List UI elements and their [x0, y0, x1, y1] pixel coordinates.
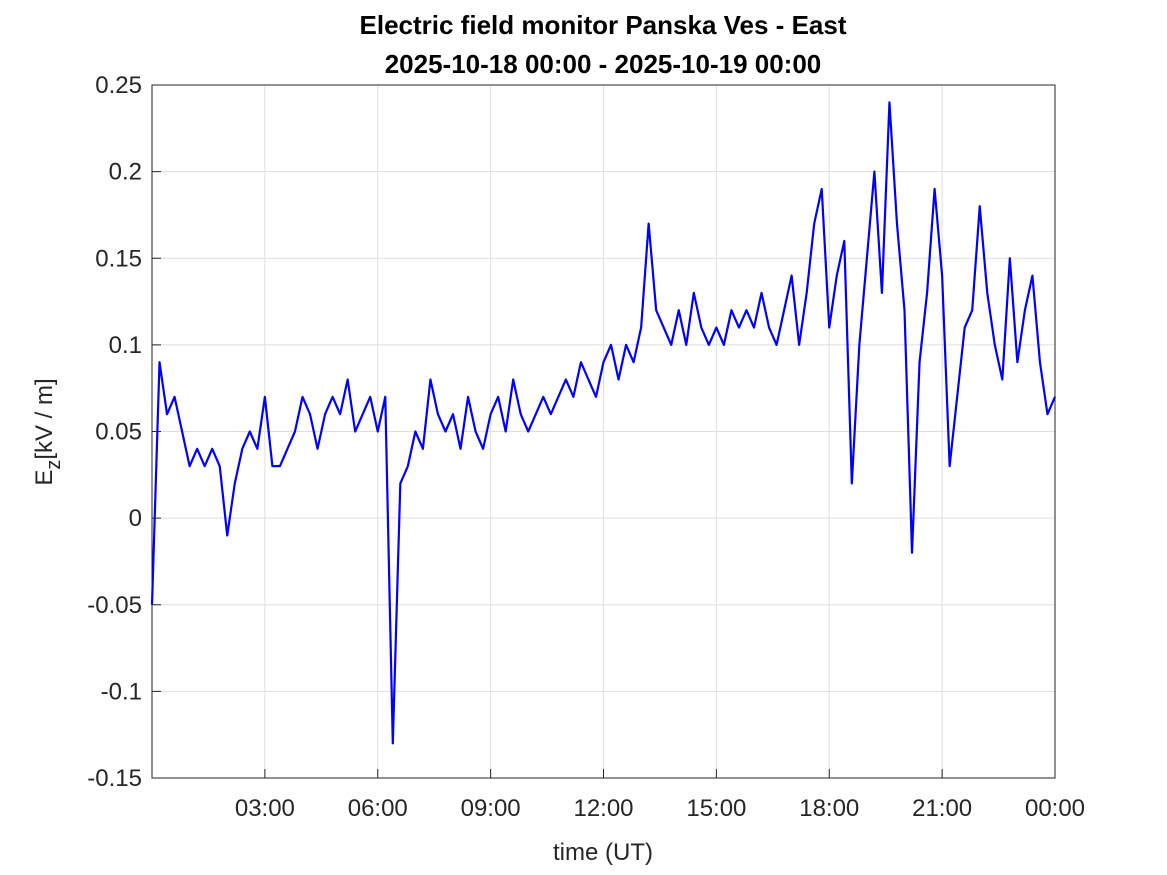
- x-tick-label: 03:00: [235, 795, 295, 822]
- y-tick-label: 0.15: [95, 245, 142, 272]
- plot-frame: [151, 84, 1056, 779]
- x-tick-label: 09:00: [461, 795, 521, 822]
- y-label-unit: [kV / m]: [31, 378, 58, 459]
- y-label-symbol: E: [31, 470, 58, 486]
- y-tick-label: 0.05: [95, 419, 142, 446]
- x-tick-label: 15:00: [686, 795, 746, 822]
- chart-title: Electric field monitor Panska Ves - East: [360, 10, 847, 40]
- chart-subtitle: 2025-10-18 00:00 - 2025-10-19 00:00: [385, 49, 822, 79]
- y-tick-label: -0.1: [101, 678, 142, 705]
- x-tick-label: 00:00: [1025, 795, 1085, 822]
- x-tick-label: 21:00: [912, 795, 972, 822]
- y-tick-label: 0: [129, 505, 142, 532]
- x-tick-label: 12:00: [573, 795, 633, 822]
- y-tick-label: -0.05: [87, 592, 142, 619]
- x-tick-label: 18:00: [799, 795, 859, 822]
- data-line: [150, 101, 1057, 745]
- y-axis-label: Ez[kV / m]: [31, 378, 65, 485]
- x-axis-label: time (UT): [553, 839, 653, 866]
- y-tick-label: -0.15: [87, 765, 142, 792]
- y-tick-label: 0.1: [109, 332, 142, 359]
- y-label-subscript: z: [43, 460, 65, 470]
- x-tick-label: 06:00: [348, 795, 408, 822]
- y-tick-label: 0.25: [95, 72, 142, 99]
- y-tick-label: 0.2: [109, 159, 142, 186]
